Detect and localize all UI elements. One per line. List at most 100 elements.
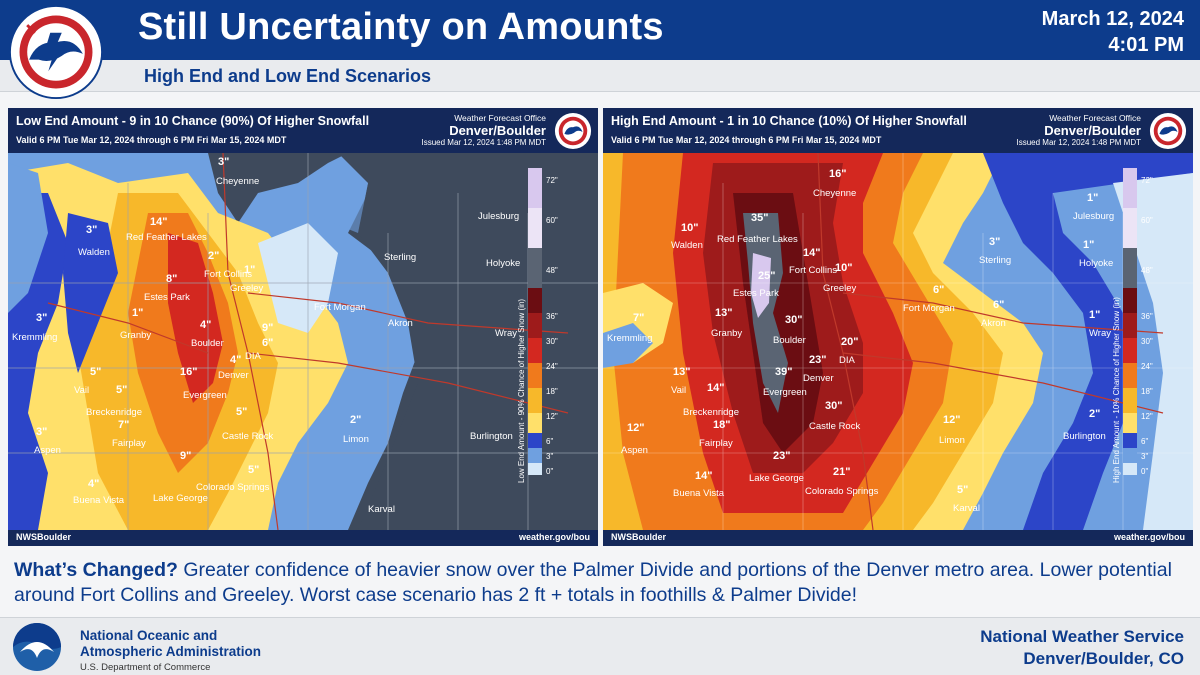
amount-label: 3" xyxy=(989,236,1000,248)
amount-label: 14" xyxy=(803,247,820,259)
amount-label: 3" xyxy=(218,156,229,168)
town-label: Aspen xyxy=(34,445,61,456)
colorbar: 72" 60" 48" 36" 30" 24" 18" 12" 6" 3" 0"… xyxy=(517,168,558,483)
town-label: Boulder xyxy=(773,335,806,346)
colorbar-tick: 72" xyxy=(1141,176,1153,185)
amount-label: 3" xyxy=(86,224,97,236)
website-link[interactable]: weather.gov/bou xyxy=(1113,532,1185,542)
amount-label: 23" xyxy=(809,354,826,366)
amount-label: 3" xyxy=(36,426,47,438)
valid-period: Valid 6 PM Tue Mar 12, 2024 through 6 PM… xyxy=(611,135,882,145)
town-label: Castle Rock xyxy=(222,431,273,442)
colorbar-tick: 3" xyxy=(546,452,553,461)
town-label: Karval xyxy=(368,504,395,515)
amount-label: 10" xyxy=(835,262,852,274)
town-label: Castle Rock xyxy=(809,421,860,432)
town-label: Red Feather Lakes xyxy=(717,234,798,245)
amount-label: 3" xyxy=(36,312,47,324)
town-label: Evergreen xyxy=(183,390,227,401)
colorbar-tick: 36" xyxy=(1141,312,1153,321)
noaa-line2: Atmospheric Administration xyxy=(80,644,262,659)
whats-changed-lead: What’s Changed? xyxy=(14,559,178,581)
office-line1: Weather Forecast Office xyxy=(454,113,546,123)
colorbar-tick: 6" xyxy=(1141,437,1148,446)
town-label: Karval xyxy=(953,503,980,514)
social-handle: NWSBoulder xyxy=(611,532,666,542)
town-label: Greeley xyxy=(230,283,264,294)
town-label: Denver xyxy=(218,370,249,381)
town-label: Fairplay xyxy=(112,438,146,449)
amount-label: 20" xyxy=(841,336,858,348)
town-label: Aspen xyxy=(621,445,648,456)
colorbar-label: High End Amount - 10% Chance of Higher S… xyxy=(1112,297,1121,483)
issued-time: Issued Mar 12, 2024 1:48 PM MDT xyxy=(421,138,547,147)
nws-office-name: National Weather Service Denver/Boulder,… xyxy=(980,626,1184,670)
noaa-department: U.S. Department of Commerce xyxy=(80,662,211,673)
amount-label: 2" xyxy=(1089,408,1100,420)
amount-label: 8" xyxy=(166,273,177,285)
amount-label: 23" xyxy=(773,450,790,462)
colorbar: 72" 60" 48" 36" 30" 24" 18" 12" 6" 3" 0"… xyxy=(1112,168,1153,483)
colorbar-tick: 24" xyxy=(1141,362,1153,371)
colorbar-tick: 0" xyxy=(1141,467,1148,476)
town-label: Fort Collins xyxy=(204,269,252,280)
date-text: March 12, 2024 xyxy=(1041,8,1184,30)
town-label: DIA xyxy=(839,355,856,366)
map-title: Low End Amount - 9 in 10 Chance (90%) Of… xyxy=(16,114,370,128)
amount-label: 9" xyxy=(180,450,191,462)
colorbar-tick: 48" xyxy=(546,266,558,275)
town-label: Julesburg xyxy=(1073,211,1114,222)
town-label: Holyoke xyxy=(1079,258,1113,269)
amount-label: 21" xyxy=(833,466,850,478)
town-label: Lake George xyxy=(749,473,804,484)
map-footer: NWSBoulder weather.gov/bou xyxy=(8,530,598,546)
town-label: Vail xyxy=(671,385,686,396)
town-label: Boulder xyxy=(191,338,224,349)
town-label: Fort Morgan xyxy=(903,303,955,314)
amount-label: 16" xyxy=(829,168,846,180)
website-link[interactable]: weather.gov/bou xyxy=(518,532,590,542)
colorbar-label: Low End Amount - 90% Chance of Higher Sn… xyxy=(517,299,526,483)
colorbar-tick: 24" xyxy=(546,362,558,371)
town-label: Wray xyxy=(495,328,517,339)
town-label: Akron xyxy=(388,318,413,329)
low-end-snow-map: 72" 60" 48" 36" 30" 24" 18" 12" 6" 3" 0"… xyxy=(8,153,598,530)
footer-bar: National Oceanic and Atmospheric Adminis… xyxy=(0,617,1200,675)
colorbar-tick: 18" xyxy=(546,387,558,396)
high-end-map-panel: High End Amount - 1 in 10 Chance (10%) O… xyxy=(603,108,1193,546)
amount-label: 10" xyxy=(681,222,698,234)
amount-label: 6" xyxy=(993,299,1004,311)
office-line2: Denver/Boulder xyxy=(449,123,546,138)
whats-changed-text: What’s Changed? Greater confidence of he… xyxy=(14,558,1194,608)
amount-labels: 3" 3" 14" 2" 1" 8" 3" 1" 4" 6" 4" 5" 16"… xyxy=(36,156,361,490)
amount-label: 14" xyxy=(150,216,167,228)
colorbar-tick: 12" xyxy=(1141,412,1153,421)
amount-label: 5" xyxy=(957,484,968,496)
nws-logo-icon xyxy=(8,4,104,100)
town-label: Akron xyxy=(981,318,1006,329)
town-label: Burlington xyxy=(470,431,513,442)
town-label: Colorado Springs xyxy=(805,486,879,497)
town-label: DIA xyxy=(245,351,262,362)
amount-label: 5" xyxy=(236,406,247,418)
colorbar-tick: 60" xyxy=(546,216,558,225)
town-label: Sterling xyxy=(384,252,416,263)
nws-mini-logo-icon xyxy=(554,112,592,150)
town-label: Breckenridge xyxy=(86,407,142,418)
town-label: Greeley xyxy=(823,283,857,294)
amount-label: 13" xyxy=(673,366,690,378)
town-label: Buena Vista xyxy=(673,488,725,499)
colorbar-tick: 6" xyxy=(546,437,553,446)
amount-label: 1" xyxy=(1083,239,1094,251)
nws-line2: Denver/Boulder, CO xyxy=(1023,649,1184,668)
town-label: Breckenridge xyxy=(683,407,739,418)
colorbar-tick: 18" xyxy=(1141,387,1153,396)
colorbar-tick: 60" xyxy=(1141,216,1153,225)
town-label: Cheyenne xyxy=(216,176,259,187)
map-footer: NWSBoulder weather.gov/bou xyxy=(603,530,1193,546)
amount-label: 1" xyxy=(244,264,255,276)
amount-label: 7" xyxy=(118,419,129,431)
amount-label: 1" xyxy=(1089,309,1100,321)
amount-label: 30" xyxy=(825,400,842,412)
social-handle: NWSBoulder xyxy=(16,532,71,542)
